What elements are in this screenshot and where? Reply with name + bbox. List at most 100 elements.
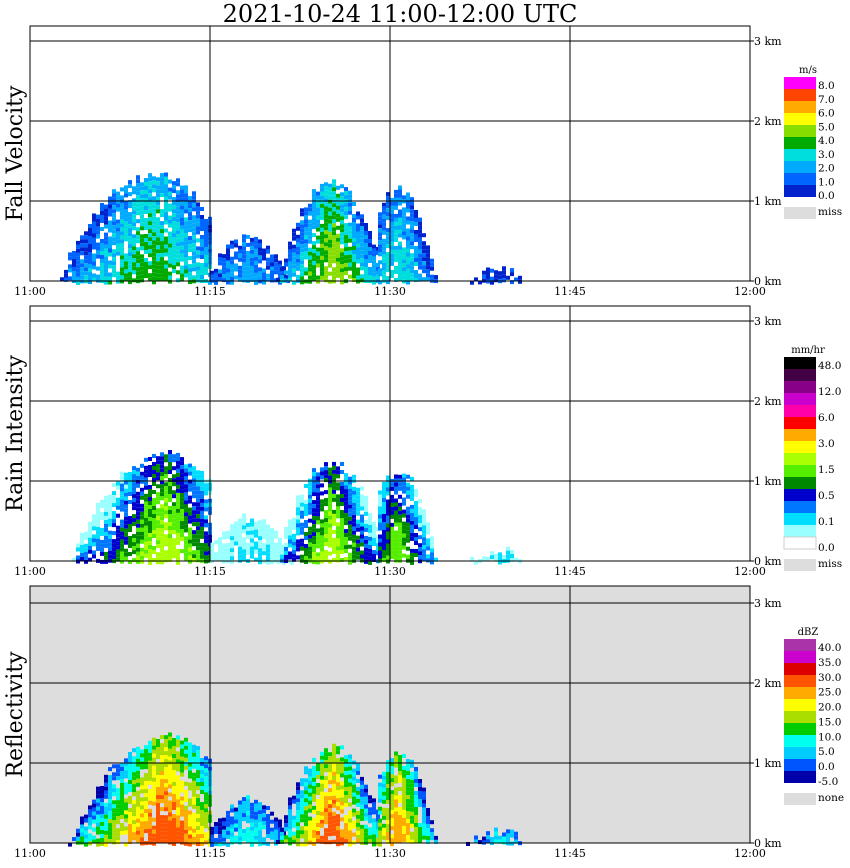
echo-cell: [188, 814, 192, 819]
echo-cell: [332, 259, 336, 264]
echo-cell: [356, 211, 360, 216]
echo-cell: [176, 831, 180, 836]
echo-cell: [160, 209, 164, 214]
echo-cell: [278, 819, 282, 824]
echo-cell: [280, 550, 284, 555]
echo-cell: [308, 836, 312, 841]
echo-cell: [116, 792, 120, 797]
echo-cell: [316, 803, 320, 807]
echo-cell: [188, 248, 192, 253]
echo-cell: [332, 811, 336, 816]
echo-cell: [394, 554, 398, 559]
echo-cell: [372, 534, 376, 538]
y-tick-label: 0 km: [754, 555, 782, 568]
echo-cell: [340, 522, 344, 526]
echo-cell: [204, 760, 208, 765]
echo-cell: [68, 268, 72, 273]
echo-cell: [152, 534, 156, 538]
echo-cell: [304, 484, 308, 488]
echo-cell: [222, 551, 226, 556]
echo-cell: [234, 807, 238, 812]
echo-cell: [84, 842, 88, 847]
echo-cell: [266, 277, 270, 282]
echo-cell: [192, 550, 196, 555]
echo-cell: [188, 774, 192, 779]
echo-cell: [348, 762, 352, 767]
echo-cell: [148, 245, 152, 250]
echo-cell: [124, 536, 128, 541]
echo-cell: [316, 839, 320, 843]
echo-cell: [486, 835, 490, 840]
echo-cell: [132, 262, 136, 267]
echo-cell: [344, 505, 348, 510]
echo-cell: [410, 548, 414, 553]
echo-cell: [320, 759, 324, 764]
echo-cell: [200, 802, 204, 806]
echo-cell: [304, 235, 308, 240]
echo-cell: [254, 823, 258, 828]
echo-cell: [402, 533, 406, 538]
echo-cell: [320, 499, 324, 504]
echo-cell: [120, 815, 124, 819]
echo-cell: [116, 203, 120, 208]
echo-cell: [100, 798, 104, 802]
echo-cell: [164, 482, 168, 487]
echo-cell: [128, 772, 132, 776]
echo-cell: [148, 197, 152, 202]
echo-cell: [196, 546, 200, 551]
echo-cell: [200, 826, 204, 830]
echo-cell: [378, 228, 382, 233]
echo-cell: [320, 767, 324, 772]
echo-cell: [328, 471, 332, 476]
echo-cell: [360, 800, 364, 805]
echo-cell: [218, 273, 222, 278]
echo-cell: [180, 800, 184, 805]
echo-cell: [176, 492, 180, 497]
echo-cell: [336, 257, 340, 262]
echo-cell: [196, 206, 200, 211]
echo-cell: [336, 826, 340, 831]
echo-cell: [160, 516, 164, 521]
echo-cell: [402, 825, 406, 830]
echo-cell: [230, 244, 234, 249]
echo-cell: [128, 280, 132, 285]
echo-cell: [398, 823, 402, 827]
echo-cell: [242, 805, 246, 810]
echo-cell: [108, 827, 112, 832]
echo-cell: [344, 517, 348, 522]
echo-cell: [348, 814, 352, 819]
y-tick-label: 1 km: [754, 195, 782, 208]
echo-cell: [394, 775, 398, 780]
echo-cell: [128, 540, 132, 544]
echo-cell: [140, 479, 144, 484]
echo-cell: [144, 801, 148, 806]
echo-cell: [406, 771, 410, 776]
echo-cell: [108, 775, 112, 780]
echo-cell: [116, 271, 120, 276]
y-tick-label: 3 km: [754, 315, 782, 328]
echo-cell: [172, 269, 176, 274]
echo-cell: [300, 232, 304, 237]
echo-cell: [192, 263, 196, 268]
echo-cell: [80, 832, 84, 837]
echo-cell: [320, 223, 324, 228]
echo-cell: [324, 752, 328, 757]
echo-cell: [84, 267, 88, 272]
echo-cell: [296, 531, 300, 536]
echo-cell: [136, 479, 140, 484]
echo-cell: [382, 771, 386, 776]
echo-cell: [410, 261, 414, 266]
echo-cell: [402, 207, 406, 212]
echo-cell: [320, 247, 324, 252]
echo-cell: [288, 543, 292, 548]
echo-cell: [152, 232, 156, 237]
echo-cell: [188, 519, 192, 524]
echo-cell: [328, 820, 332, 825]
echo-cell: [372, 806, 376, 811]
echo-cell: [402, 481, 406, 486]
echo-cell: [394, 225, 398, 230]
echo-cell: [226, 264, 230, 269]
echo-cell: [270, 536, 274, 541]
echo-cell: [140, 515, 144, 520]
echo-cell: [112, 788, 116, 793]
